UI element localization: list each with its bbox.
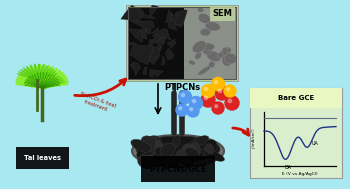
Polygon shape [139, 28, 147, 40]
Ellipse shape [147, 156, 164, 164]
Ellipse shape [200, 28, 211, 36]
Text: E (V vs Ag/AgCl): E (V vs Ag/AgCl) [282, 172, 318, 176]
Polygon shape [168, 12, 177, 30]
Ellipse shape [189, 60, 195, 65]
Ellipse shape [204, 139, 217, 153]
Ellipse shape [192, 142, 200, 154]
Circle shape [227, 88, 230, 91]
Polygon shape [142, 27, 152, 34]
Bar [128, 7, 236, 79]
Ellipse shape [147, 136, 161, 147]
Circle shape [204, 96, 208, 100]
Ellipse shape [201, 43, 212, 55]
Ellipse shape [183, 153, 204, 162]
Polygon shape [158, 36, 164, 50]
Circle shape [189, 97, 203, 109]
Circle shape [178, 91, 191, 104]
Ellipse shape [136, 136, 220, 162]
Polygon shape [132, 62, 141, 76]
Polygon shape [145, 51, 160, 65]
Circle shape [193, 99, 196, 103]
Circle shape [215, 105, 218, 108]
Ellipse shape [159, 147, 167, 155]
Ellipse shape [197, 8, 204, 12]
Polygon shape [152, 35, 160, 43]
Circle shape [215, 81, 218, 84]
Ellipse shape [144, 138, 160, 146]
Ellipse shape [149, 153, 161, 163]
Circle shape [201, 93, 215, 107]
Circle shape [204, 88, 208, 91]
Ellipse shape [176, 149, 189, 162]
Polygon shape [130, 64, 139, 69]
Ellipse shape [222, 55, 231, 66]
Ellipse shape [142, 144, 151, 151]
Polygon shape [128, 43, 137, 45]
Ellipse shape [155, 147, 173, 157]
Polygon shape [143, 67, 147, 75]
Ellipse shape [153, 151, 163, 162]
Ellipse shape [148, 157, 156, 165]
Polygon shape [136, 12, 155, 19]
Ellipse shape [156, 143, 175, 149]
Ellipse shape [204, 150, 224, 161]
Text: PTPCNs: PTPCNs [164, 83, 200, 91]
Text: Bare GCE: Bare GCE [278, 95, 314, 101]
Polygon shape [166, 9, 174, 23]
Polygon shape [135, 9, 144, 14]
Circle shape [224, 85, 236, 97]
Ellipse shape [138, 155, 154, 169]
Circle shape [187, 105, 199, 117]
Polygon shape [163, 29, 171, 40]
Ellipse shape [195, 52, 202, 60]
Polygon shape [148, 39, 154, 52]
Ellipse shape [217, 48, 231, 58]
Polygon shape [131, 21, 155, 30]
Circle shape [202, 84, 215, 98]
Ellipse shape [206, 51, 221, 62]
Ellipse shape [166, 156, 179, 168]
Polygon shape [168, 15, 179, 22]
Polygon shape [149, 70, 163, 77]
Circle shape [179, 107, 182, 110]
Circle shape [190, 108, 193, 111]
Polygon shape [129, 29, 147, 39]
Ellipse shape [203, 44, 210, 50]
Circle shape [228, 99, 232, 103]
Polygon shape [146, 46, 162, 59]
Text: SEM: SEM [212, 9, 232, 19]
Text: j (mA/cm²): j (mA/cm²) [252, 129, 256, 149]
Bar [128, 7, 184, 79]
FancyArrowPatch shape [233, 128, 249, 135]
Ellipse shape [209, 61, 215, 68]
FancyBboxPatch shape [250, 88, 342, 178]
Ellipse shape [198, 66, 211, 75]
Polygon shape [153, 29, 168, 45]
Circle shape [225, 96, 239, 110]
Polygon shape [167, 39, 176, 48]
Ellipse shape [139, 157, 158, 164]
Circle shape [211, 77, 224, 91]
Polygon shape [121, 5, 141, 21]
Ellipse shape [205, 144, 214, 154]
Ellipse shape [155, 153, 176, 162]
Ellipse shape [189, 136, 209, 147]
Ellipse shape [198, 13, 211, 23]
Ellipse shape [155, 140, 163, 153]
Ellipse shape [144, 138, 158, 148]
FancyBboxPatch shape [126, 5, 238, 81]
Ellipse shape [141, 136, 160, 153]
Polygon shape [150, 5, 159, 17]
Ellipse shape [223, 47, 231, 57]
Ellipse shape [193, 148, 208, 159]
Ellipse shape [157, 150, 168, 162]
Polygon shape [175, 10, 187, 26]
Circle shape [218, 89, 222, 93]
Polygon shape [150, 36, 161, 42]
Text: PTPCNs/GCE: PTPCNs/GCE [149, 164, 207, 174]
Text: NaHCO₃ & heat
treatment: NaHCO₃ & heat treatment [78, 91, 117, 115]
Ellipse shape [184, 154, 194, 167]
Ellipse shape [205, 22, 220, 31]
Circle shape [176, 104, 188, 116]
